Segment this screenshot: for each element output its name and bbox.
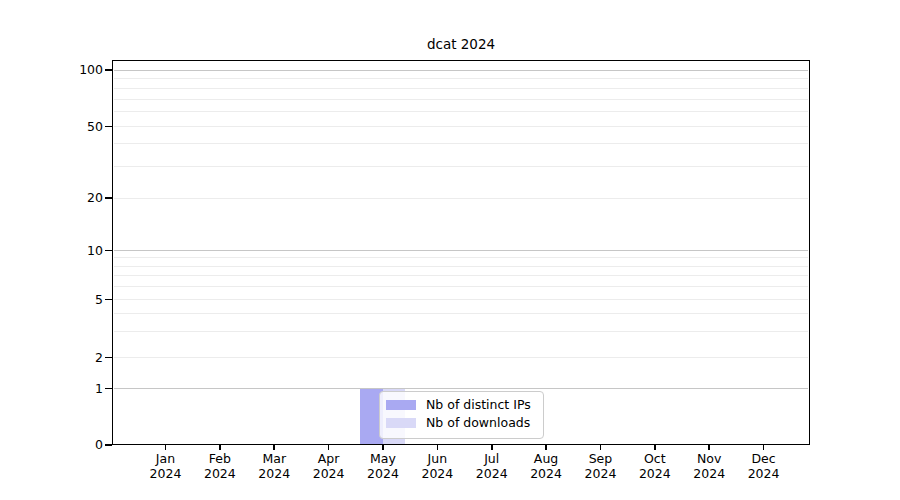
x-axis-tick: [328, 444, 330, 450]
y-axis-tick: [105, 388, 112, 390]
y-axis-tick: [105, 126, 112, 128]
chart-title: dcat 2024: [112, 36, 810, 54]
x-axis-tick-label: Dec2024: [729, 452, 799, 481]
legend: Nb of distinct IPs Nb of downloads: [379, 391, 544, 439]
y-axis-tick-label: 2: [40, 350, 103, 366]
legend-item-downloads: Nb of downloads: [386, 416, 541, 430]
x-axis-tick: [763, 444, 765, 450]
y-axis-tick: [105, 299, 112, 301]
chart: dcat 2024 0125102050100Jan2024Feb2024Mar…: [0, 0, 900, 500]
y-axis-tick-label: 50: [40, 119, 103, 135]
y-axis-tick: [105, 444, 112, 446]
x-axis-tick: [165, 444, 167, 450]
y-axis-tick: [105, 197, 112, 199]
y-axis-tick-label: 10: [40, 243, 103, 259]
y-axis-tick-label: 100: [40, 62, 103, 78]
y-axis-tick-label: 20: [40, 190, 103, 206]
x-axis-tick-label-line: Dec: [729, 452, 799, 467]
plot-area: [112, 60, 810, 445]
y-axis-tick-label: 5: [40, 292, 103, 308]
legend-label-distinct-ips: Nb of distinct IPs: [426, 398, 541, 412]
y-axis-tick-label: 1: [40, 381, 103, 397]
legend-item-distinct-ips: Nb of distinct IPs: [386, 398, 541, 412]
x-axis-tick: [491, 444, 493, 450]
legend-swatch-downloads: [386, 418, 416, 428]
x-axis-tick: [654, 444, 656, 450]
x-axis-tick: [273, 444, 275, 450]
x-axis-tick-label-line: 2024: [729, 467, 799, 482]
x-axis-tick: [437, 444, 439, 450]
x-axis-tick: [545, 444, 547, 450]
x-axis-tick: [382, 444, 384, 450]
y-axis-tick: [105, 69, 112, 71]
legend-swatch-distinct-ips: [386, 400, 416, 410]
x-axis-tick: [600, 444, 602, 450]
x-axis-tick: [708, 444, 710, 450]
y-axis-tick: [105, 250, 112, 252]
y-axis-tick: [105, 357, 112, 359]
x-axis-tick: [219, 444, 221, 450]
y-axis-tick-label: 0: [40, 437, 103, 453]
legend-label-downloads: Nb of downloads: [426, 416, 541, 430]
